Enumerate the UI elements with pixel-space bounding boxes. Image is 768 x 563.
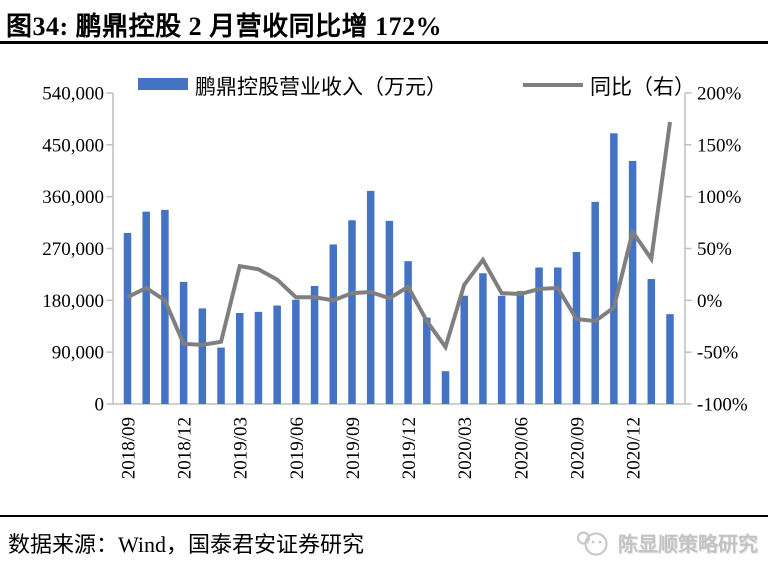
revenue-bar bbox=[497, 295, 506, 404]
legend-line-label: 同比（右） bbox=[590, 75, 695, 99]
revenue-bar bbox=[292, 299, 300, 404]
revenue-bar bbox=[423, 317, 431, 404]
y-axis-label: 90,000 bbox=[52, 343, 104, 364]
revenue-bar bbox=[554, 267, 562, 404]
yoy-line bbox=[126, 121, 672, 352]
revenue-bar bbox=[647, 279, 656, 404]
x-axis-label-group: 2020/03 bbox=[455, 417, 476, 479]
x-axis-label: 2019/09 bbox=[343, 417, 364, 479]
x-axis-label: 2018/12 bbox=[175, 417, 196, 479]
y-axis-label: 0 bbox=[95, 395, 105, 416]
x-axis-label: 2020/03 bbox=[455, 417, 476, 479]
legend-bar-label: 鹏鼎控股营业收入（万元） bbox=[195, 75, 447, 99]
right-axis-label: 50% bbox=[697, 239, 732, 260]
revenue-bar bbox=[572, 251, 581, 404]
revenue-bar bbox=[666, 314, 674, 404]
figure-title: 图34: 鹏鼎控股 2 月营收同比增 172% bbox=[6, 12, 443, 41]
watermark: 陈显顺策略研究 bbox=[575, 528, 758, 557]
revenue-bar bbox=[142, 211, 150, 404]
x-axis-label-group: 2019/12 bbox=[399, 417, 420, 479]
x-axis-label-group: 2019/06 bbox=[287, 417, 308, 479]
revenue-bar bbox=[516, 291, 525, 404]
y-axis-label: 450,000 bbox=[42, 135, 104, 156]
x-axis-label: 2020/06 bbox=[511, 417, 532, 479]
x-axis-label: 2020/12 bbox=[624, 417, 645, 479]
y-axis-label: 180,000 bbox=[42, 291, 104, 312]
x-axis-label-group: 2020/09 bbox=[567, 417, 588, 479]
right-axis-label: 150% bbox=[697, 135, 742, 156]
data-source: 数据来源：Wind，国泰君安证券研究 bbox=[8, 531, 364, 557]
revenue-bar bbox=[273, 305, 281, 404]
revenue-bar bbox=[385, 220, 394, 404]
right-axis-label: 0% bbox=[697, 291, 723, 312]
right-axis-label: -50% bbox=[697, 343, 738, 364]
chart-canvas: 鹏鼎控股营业收入（万元） 同比（右） 0 90,000 180,000 270,000 36… bbox=[42, 75, 748, 479]
x-axis-label-group: 2018/09 bbox=[119, 417, 140, 479]
legend-bar-swatch bbox=[138, 78, 188, 90]
y-axis-label: 540,000 bbox=[42, 84, 104, 105]
right-axis-label: -100% bbox=[697, 395, 748, 416]
x-axis-label: 2019/12 bbox=[399, 417, 420, 479]
x-axis-label-group: 2019/03 bbox=[231, 417, 252, 479]
revenue-bar bbox=[254, 311, 263, 404]
x-axis-label: 2019/06 bbox=[287, 417, 308, 479]
revenue-bar bbox=[217, 347, 225, 404]
footer: 数据来源：Wind，国泰君安证券研究 陈显顺策略研究 bbox=[0, 515, 768, 563]
y-axis-label: 360,000 bbox=[42, 187, 104, 208]
revenue-bar bbox=[404, 261, 412, 404]
x-axis-label: 2019/03 bbox=[231, 417, 252, 479]
revenue-bar bbox=[310, 285, 319, 404]
x-axis-label-group: 2018/12 bbox=[175, 417, 196, 479]
figure-title-bar: 图34: 鹏鼎控股 2 月营收同比增 172% bbox=[0, 0, 768, 44]
revenue-bar bbox=[348, 220, 356, 404]
revenue-bar bbox=[535, 267, 543, 404]
right-axis-label: 200% bbox=[697, 84, 742, 105]
revenue-bar bbox=[161, 209, 169, 404]
x-axis-label-group: 2020/06 bbox=[511, 417, 532, 479]
x-axis-label-group: 2019/09 bbox=[343, 417, 364, 479]
revenue-bar bbox=[628, 160, 637, 404]
right-axis-label: 100% bbox=[697, 187, 742, 208]
revenue-bar bbox=[460, 295, 468, 404]
x-axis-label-group: 2020/12 bbox=[624, 417, 645, 479]
revenue-bar bbox=[123, 232, 132, 404]
revenue-bar bbox=[235, 313, 244, 404]
x-axis-label: 2020/09 bbox=[567, 417, 588, 479]
revenue-bar bbox=[441, 371, 450, 404]
revenue-bar bbox=[366, 190, 375, 404]
revenue-bar bbox=[610, 133, 618, 404]
x-axis-label: 2018/09 bbox=[119, 417, 140, 479]
watermark-logo-icon bbox=[576, 530, 608, 556]
revenue-bar bbox=[591, 201, 599, 404]
revenue-bar bbox=[198, 308, 207, 404]
y-axis-label: 270,000 bbox=[42, 239, 104, 260]
revenue-bar bbox=[479, 273, 487, 404]
revenue-bar bbox=[329, 244, 338, 404]
watermark-label: 陈显顺策略研究 bbox=[618, 534, 758, 556]
